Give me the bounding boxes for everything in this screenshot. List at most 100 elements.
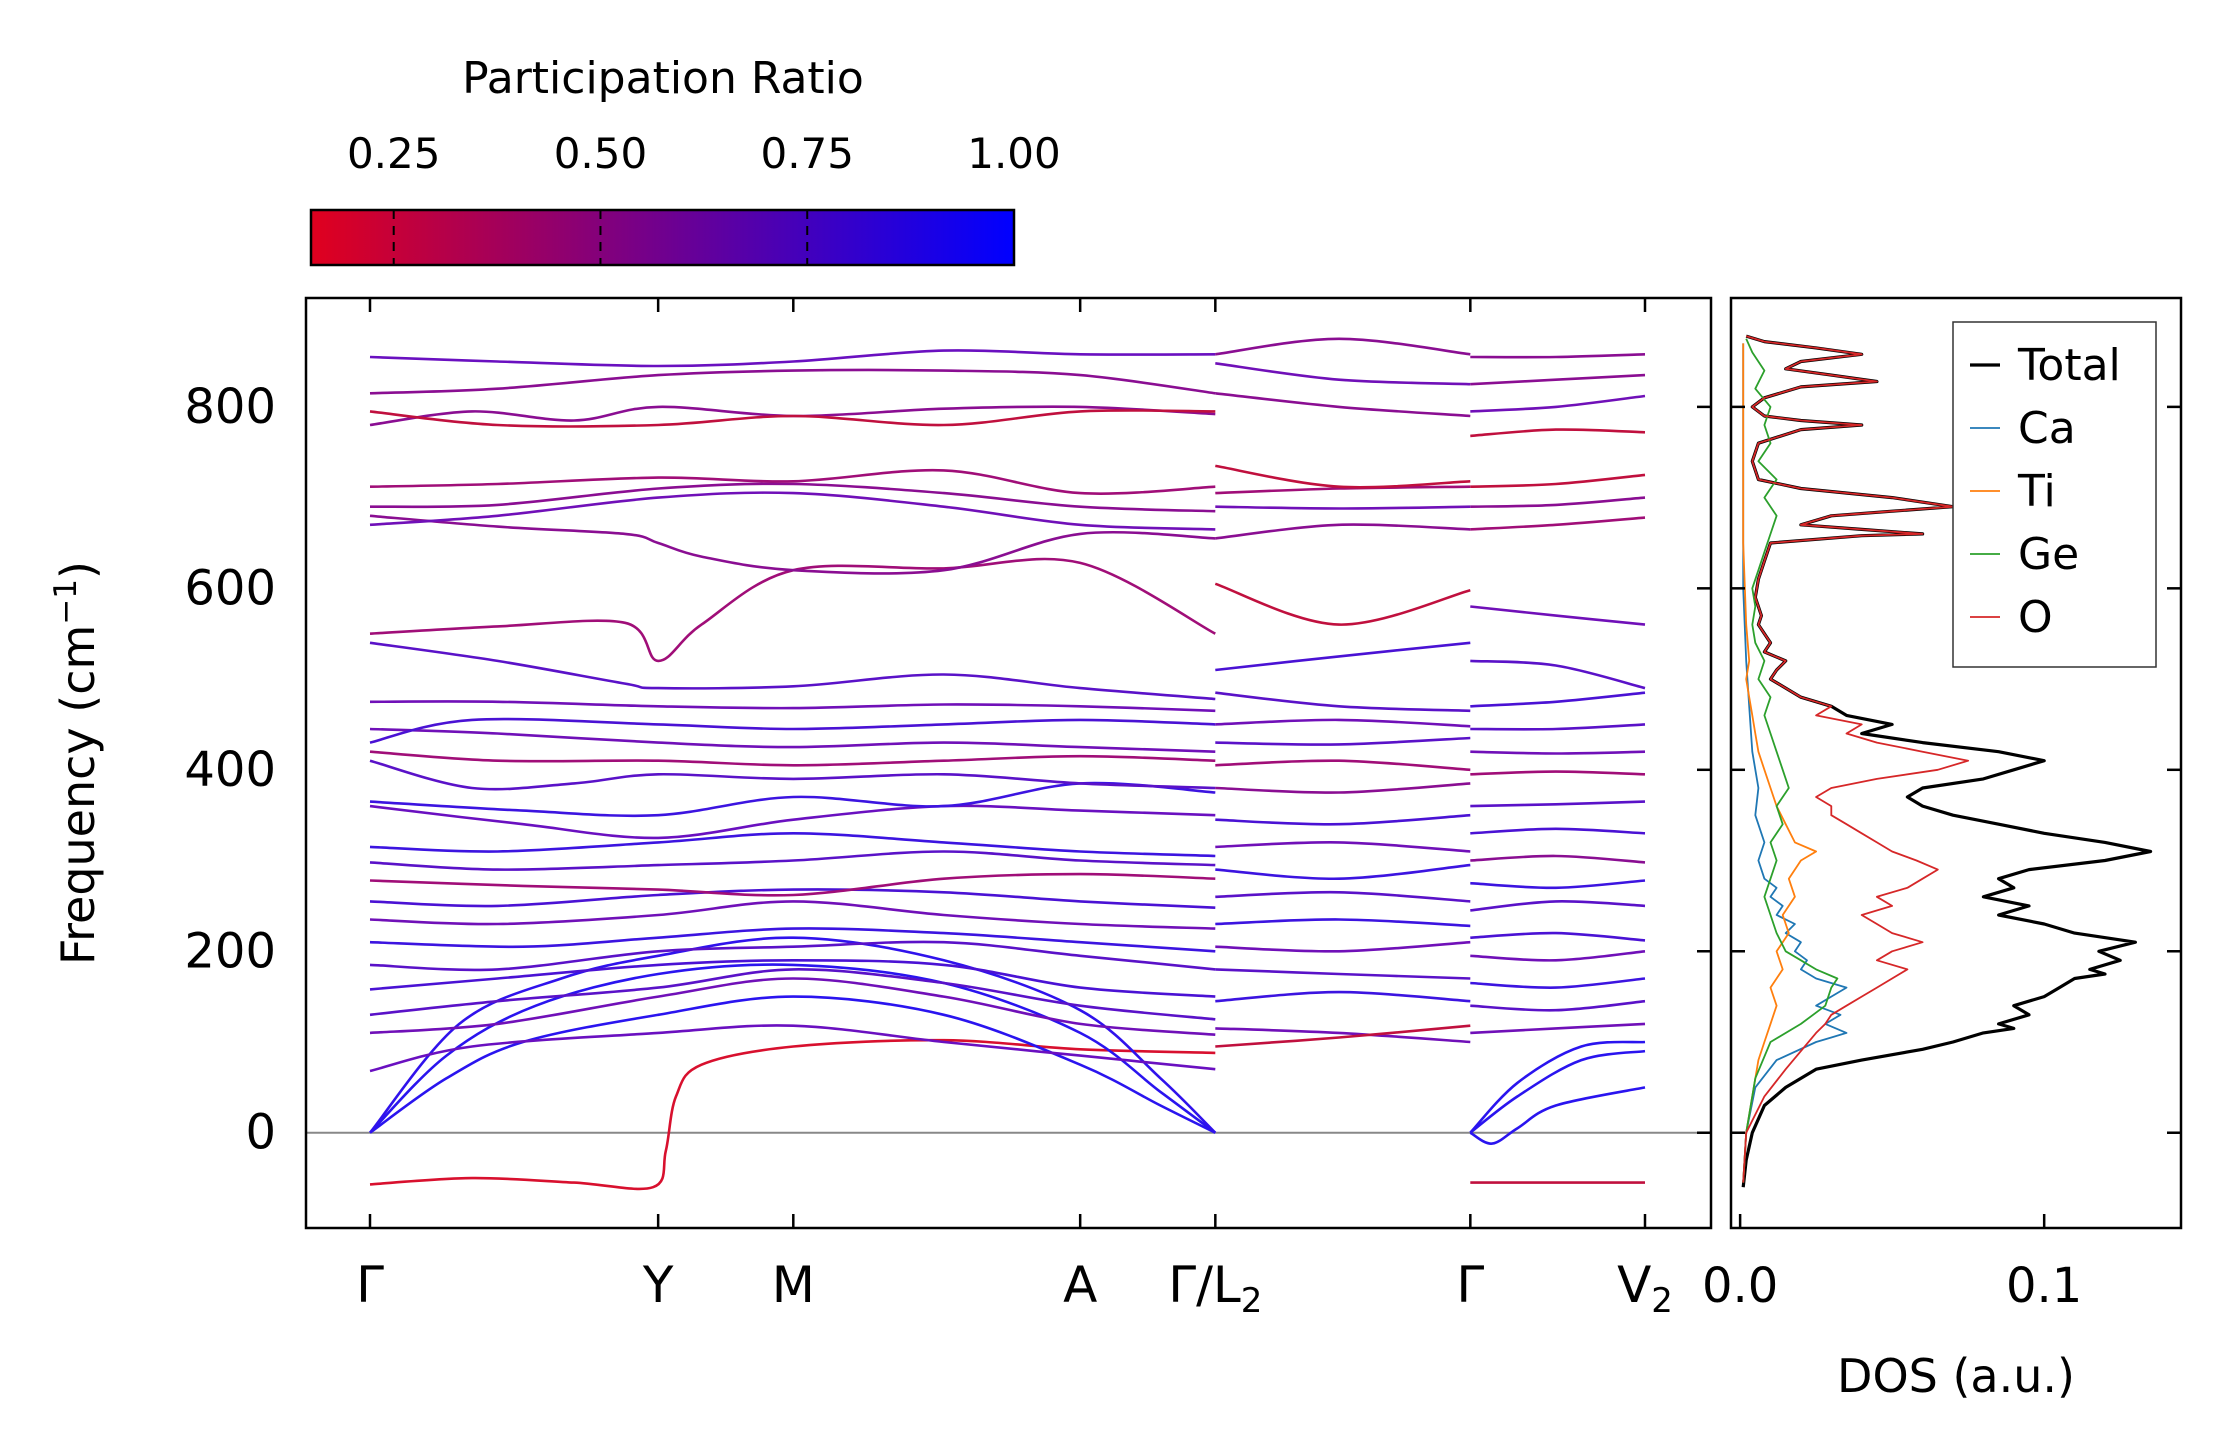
legend-label-total: Total [2017, 340, 2121, 391]
colorbar-tick-label: 1.00 [967, 129, 1061, 178]
band-branch [1215, 841, 1471, 853]
band-branch [1470, 879, 1646, 890]
band-branch [369, 409, 1216, 428]
legend-label-o: O [2018, 592, 2053, 643]
y-axis-label: Frequency (cm−1) [48, 561, 105, 965]
y-axis-label-close: ) [51, 561, 105, 579]
band-branch [369, 405, 1216, 427]
x-axis-label-dos: DOS (a.u.) [1837, 1349, 2075, 1403]
colorbar-gradient [309, 208, 1016, 267]
band-branch [369, 349, 1216, 368]
band-structure-frame [304, 296, 1713, 1230]
band-branch [1214, 582, 1471, 626]
band-branch [1215, 918, 1471, 928]
band-branch [1470, 496, 1646, 508]
dos-series-ca [1742, 343, 1848, 1183]
band-branch [1470, 770, 1646, 776]
band-branch [1470, 977, 1646, 989]
colorbar-tick-label: 0.75 [760, 129, 854, 178]
band-branch [1470, 854, 1646, 864]
band-branch [369, 832, 1216, 858]
band-branch [1470, 428, 1646, 438]
band-branch [1215, 1027, 1471, 1044]
band-branch [1215, 485, 1471, 495]
colorbar-tick-label: 0.25 [347, 129, 441, 178]
band-branch [1215, 968, 1471, 980]
band-branch [1215, 362, 1471, 386]
band-branch [369, 872, 1216, 897]
x-tick-label: Γ/L2 [1168, 1256, 1262, 1321]
band-branch [1469, 1086, 1646, 1145]
band-branch [1470, 691, 1646, 708]
band-branch [1470, 659, 1646, 690]
band-branch [369, 557, 1216, 663]
band-branch [369, 468, 1216, 495]
legend-label-ca: Ca [2018, 403, 2076, 454]
colorbar: Participation Ratio 0.25 0.50 0.75 1.00 [309, 53, 1061, 267]
band-branch [369, 850, 1216, 871]
band-branch [1470, 516, 1646, 531]
x-tick-label: Γ [356, 1256, 384, 1314]
band-branch [1215, 990, 1471, 1003]
band-branch [369, 700, 1216, 713]
band-branch [369, 641, 1216, 701]
y-tick-label: 400 [184, 742, 276, 798]
band-branch [369, 804, 1216, 840]
band-branch [1215, 890, 1471, 903]
band-branch [368, 936, 1217, 1134]
y-tick-label: 0 [245, 1105, 276, 1161]
dos-series-ge [1742, 338, 1839, 1183]
band-branch [369, 995, 1216, 1134]
band-branch [1470, 394, 1646, 413]
band-branch [1470, 750, 1646, 755]
band-branch [1469, 1049, 1646, 1134]
band-branch [1470, 353, 1646, 359]
band-branch [369, 900, 1216, 930]
band-branch [369, 482, 1216, 513]
dos-x-tick-label: 0.0 [1702, 1258, 1778, 1314]
y-axis-label-main: Frequency (cm [51, 625, 105, 965]
band-branch [369, 940, 1216, 972]
band-branch [1215, 813, 1471, 826]
band-branch [369, 727, 1216, 753]
band-branch [1215, 782, 1471, 794]
band-branch [1470, 605, 1646, 626]
band-branch [1470, 1022, 1646, 1035]
colorbar-label: Participation Ratio [462, 53, 864, 104]
legend-frame [1952, 321, 2157, 668]
band-branch [1215, 940, 1471, 953]
band-branch [1470, 473, 1646, 488]
band-branch [369, 514, 1216, 575]
band-branch [1215, 392, 1471, 418]
band-branch [1215, 1024, 1471, 1048]
y-tick-label: 800 [184, 379, 276, 435]
band-branch [1470, 950, 1646, 962]
band-branch [369, 491, 1216, 531]
band-branch [369, 977, 1216, 1036]
band-branch [369, 927, 1216, 953]
band-branch [1215, 523, 1471, 540]
band-branch [1215, 691, 1471, 713]
band-branch [1470, 900, 1646, 912]
band-branch [1215, 736, 1471, 746]
band-branch [1215, 718, 1471, 728]
band-branch [369, 1038, 1216, 1191]
x-tick-label: A [1063, 1256, 1097, 1314]
dos-series-o [1742, 335, 1970, 1183]
legend-label-ti: Ti [2017, 466, 2056, 517]
svg-text:Frequency (cm−1): Frequency (cm−1) [48, 561, 105, 965]
y-tick-label: 600 [184, 560, 276, 616]
band-branch [1215, 641, 1471, 672]
x-tick-label: Y [642, 1256, 674, 1314]
band-branch [1215, 759, 1471, 772]
legend: Total Ca Ti Ge O [1952, 321, 2157, 668]
band-branch [369, 717, 1216, 744]
x-tick-label: V2 [1617, 1256, 1673, 1321]
legend-label-ge: Ge [2018, 529, 2079, 580]
band-branch [1470, 373, 1646, 386]
band-branch [369, 750, 1216, 767]
band-branch [1470, 827, 1646, 835]
dos-series-ti [1742, 343, 1817, 1183]
x-tick-label: Γ [1456, 1256, 1484, 1314]
band-branch [1470, 800, 1646, 808]
